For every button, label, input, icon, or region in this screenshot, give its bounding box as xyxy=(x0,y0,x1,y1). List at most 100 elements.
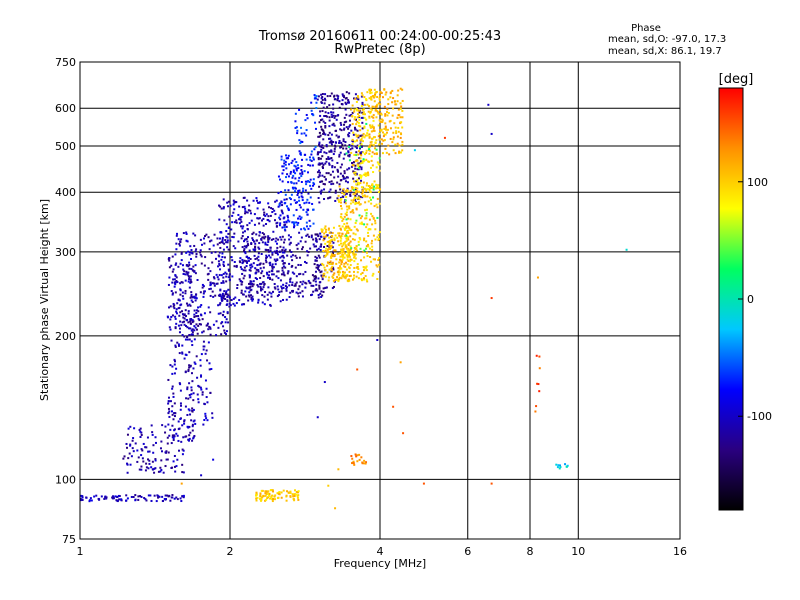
data-point xyxy=(187,370,190,373)
data-point xyxy=(353,274,356,277)
data-point xyxy=(266,273,269,276)
data-point xyxy=(353,197,356,200)
data-point xyxy=(299,142,302,145)
data-point xyxy=(348,275,351,278)
data-point xyxy=(380,138,383,141)
data-point xyxy=(385,111,388,114)
data-point xyxy=(367,110,370,113)
data-point xyxy=(284,223,287,226)
data-point xyxy=(256,199,259,202)
data-point xyxy=(164,465,167,468)
data-point xyxy=(189,364,192,367)
data-point xyxy=(193,315,196,318)
data-point xyxy=(397,114,400,117)
data-point xyxy=(173,435,176,438)
data-point xyxy=(208,288,211,291)
data-point xyxy=(186,304,189,307)
data-point xyxy=(283,249,286,252)
data-point xyxy=(364,209,367,212)
data-point xyxy=(165,458,168,461)
data-point xyxy=(191,333,194,336)
data-point xyxy=(194,250,197,253)
data-point xyxy=(213,233,216,236)
data-point xyxy=(422,482,425,485)
data-point xyxy=(329,137,332,140)
data-point xyxy=(132,450,135,453)
data-point xyxy=(354,222,357,225)
data-point xyxy=(344,228,347,231)
data-point xyxy=(172,302,175,305)
data-point xyxy=(226,311,229,314)
data-point xyxy=(318,287,321,290)
data-point xyxy=(259,282,262,285)
data-point xyxy=(267,219,270,222)
data-point xyxy=(306,254,309,257)
data-point xyxy=(289,278,292,281)
data-point xyxy=(343,215,346,218)
data-point xyxy=(296,194,299,197)
data-point xyxy=(306,198,309,201)
data-point xyxy=(298,256,301,259)
data-point xyxy=(348,270,351,273)
data-point xyxy=(228,274,231,277)
data-point xyxy=(357,277,360,280)
data-point xyxy=(205,417,208,420)
data-point xyxy=(383,127,386,130)
data-point xyxy=(355,228,358,231)
data-point xyxy=(358,214,361,217)
data-point xyxy=(353,108,356,111)
data-point xyxy=(348,132,351,135)
data-point xyxy=(271,265,274,268)
data-point xyxy=(151,433,154,436)
data-point xyxy=(200,474,203,477)
data-point xyxy=(310,109,313,112)
data-point xyxy=(188,334,191,337)
data-point xyxy=(111,497,114,500)
data-point xyxy=(331,141,334,144)
data-point xyxy=(331,252,334,255)
data-point xyxy=(238,278,241,281)
data-point xyxy=(293,199,296,202)
data-point xyxy=(245,295,248,298)
data-point xyxy=(261,496,264,499)
data-point xyxy=(333,176,336,179)
data-point xyxy=(309,225,312,228)
data-point xyxy=(359,142,362,145)
data-point xyxy=(254,277,257,280)
data-point xyxy=(341,225,344,228)
data-point xyxy=(204,235,207,238)
data-point xyxy=(302,190,305,193)
data-point xyxy=(260,252,263,255)
data-point xyxy=(209,391,212,394)
data-point xyxy=(537,383,540,386)
data-point xyxy=(370,212,373,215)
data-point xyxy=(296,164,299,167)
data-point xyxy=(365,245,368,248)
data-point xyxy=(284,163,287,166)
data-point xyxy=(282,271,285,274)
data-point xyxy=(340,141,343,144)
data-point xyxy=(301,248,304,251)
data-point xyxy=(343,123,346,126)
data-point xyxy=(372,216,375,219)
data-point xyxy=(362,277,365,280)
data-point xyxy=(204,352,207,355)
data-point xyxy=(340,123,343,126)
data-point xyxy=(274,498,277,501)
data-point xyxy=(348,228,351,231)
data-point xyxy=(354,93,357,96)
data-point xyxy=(401,109,404,112)
data-point xyxy=(381,152,384,155)
data-point xyxy=(369,90,372,93)
data-point xyxy=(175,465,178,468)
data-point xyxy=(348,249,351,252)
data-point xyxy=(214,257,217,260)
data-point xyxy=(357,195,360,198)
data-point xyxy=(224,316,227,319)
data-point xyxy=(221,241,224,244)
data-point xyxy=(332,255,335,258)
data-point xyxy=(180,482,183,485)
data-point xyxy=(202,292,205,295)
data-point xyxy=(131,447,134,450)
data-point xyxy=(351,138,354,141)
